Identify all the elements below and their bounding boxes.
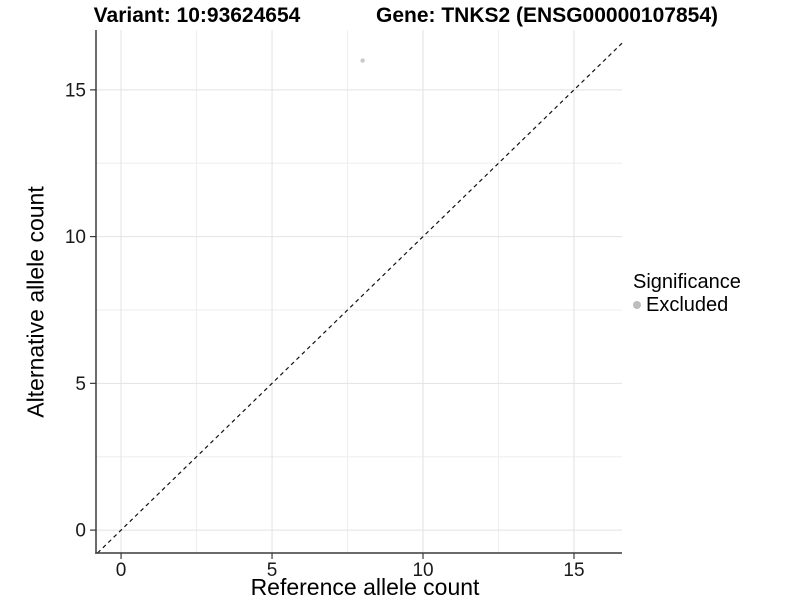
legend-point-icon: [633, 301, 641, 309]
variant-title: Variant: 10:93624654: [93, 4, 301, 27]
y-tick-label: 5: [75, 374, 86, 395]
y-tick-label: 10: [65, 227, 86, 248]
y-axis-title: Alternative allele count: [22, 186, 49, 418]
y-tick-label: 0: [75, 521, 86, 542]
x-tick-label: 10: [412, 560, 433, 581]
x-axis-title: Reference allele count: [250, 574, 480, 600]
legend-entry-label: Excluded: [646, 294, 729, 316]
x-tick-label: 0: [116, 560, 127, 581]
identity-dashed-line: [97, 42, 623, 554]
gene-title: Gene: TNKS2 (ENSG00000107854): [376, 4, 718, 27]
data-point: [360, 58, 365, 63]
legend: Significance Excluded: [633, 271, 741, 316]
x-tick-label: 15: [563, 560, 584, 581]
x-tick-label: 5: [267, 560, 278, 581]
y-tick-label: 15: [65, 80, 86, 101]
legend-title: Significance: [633, 271, 741, 293]
legend-entry: Excluded: [633, 294, 741, 316]
